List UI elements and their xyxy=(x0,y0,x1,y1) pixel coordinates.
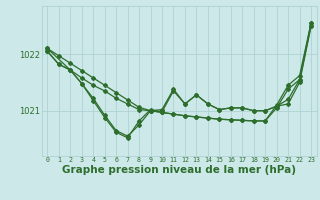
X-axis label: Graphe pression niveau de la mer (hPa): Graphe pression niveau de la mer (hPa) xyxy=(62,165,296,175)
